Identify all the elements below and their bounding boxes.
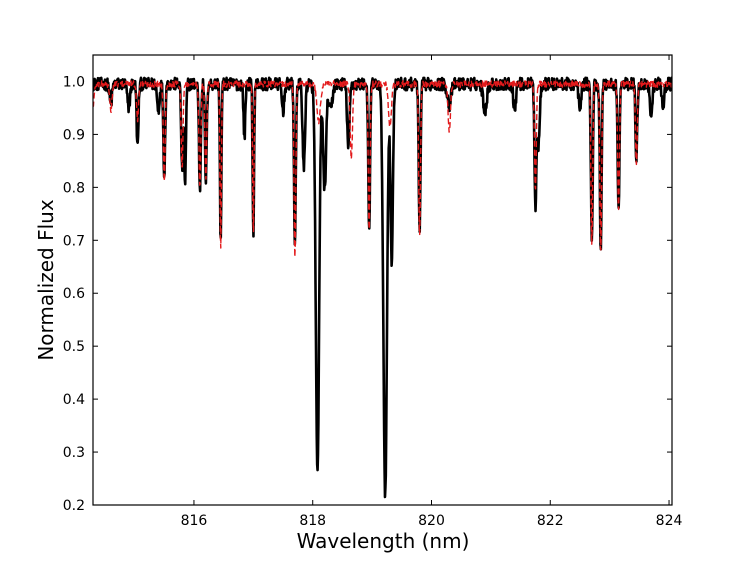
series-layer [93,76,672,499]
x-tick-label: 818 [299,513,326,529]
y-tick-label: 0.4 [63,392,85,408]
y-tick-label: 1.0 [63,74,85,90]
x-tick-label: 824 [656,513,683,529]
x-tick-label: 820 [418,513,445,529]
model-spectrum-line [93,80,672,258]
y-tick-label: 0.7 [63,233,85,249]
observed-spectrum-line [93,76,672,499]
y-tick-label: 0.8 [63,180,85,196]
y-tick-label: 0.9 [63,127,85,143]
x-tick-label: 822 [537,513,564,529]
tick-layer: 816 818 820 822 824 0.2 0.3 0.4 0.5 0.6 0.7 0.8 0.9 1… [63,55,683,529]
y-tick-label: 0.5 [63,339,85,355]
plot-frame [92,54,673,506]
y-tick-label: 0.6 [63,286,85,302]
y-tick-label: 0.2 [63,498,85,514]
y-axis-title: Normalized Flux [34,199,58,361]
y-tick-label: 0.3 [63,445,85,461]
x-axis-title: Wavelength (nm) [297,529,470,553]
x-tick-label: 816 [181,513,208,529]
